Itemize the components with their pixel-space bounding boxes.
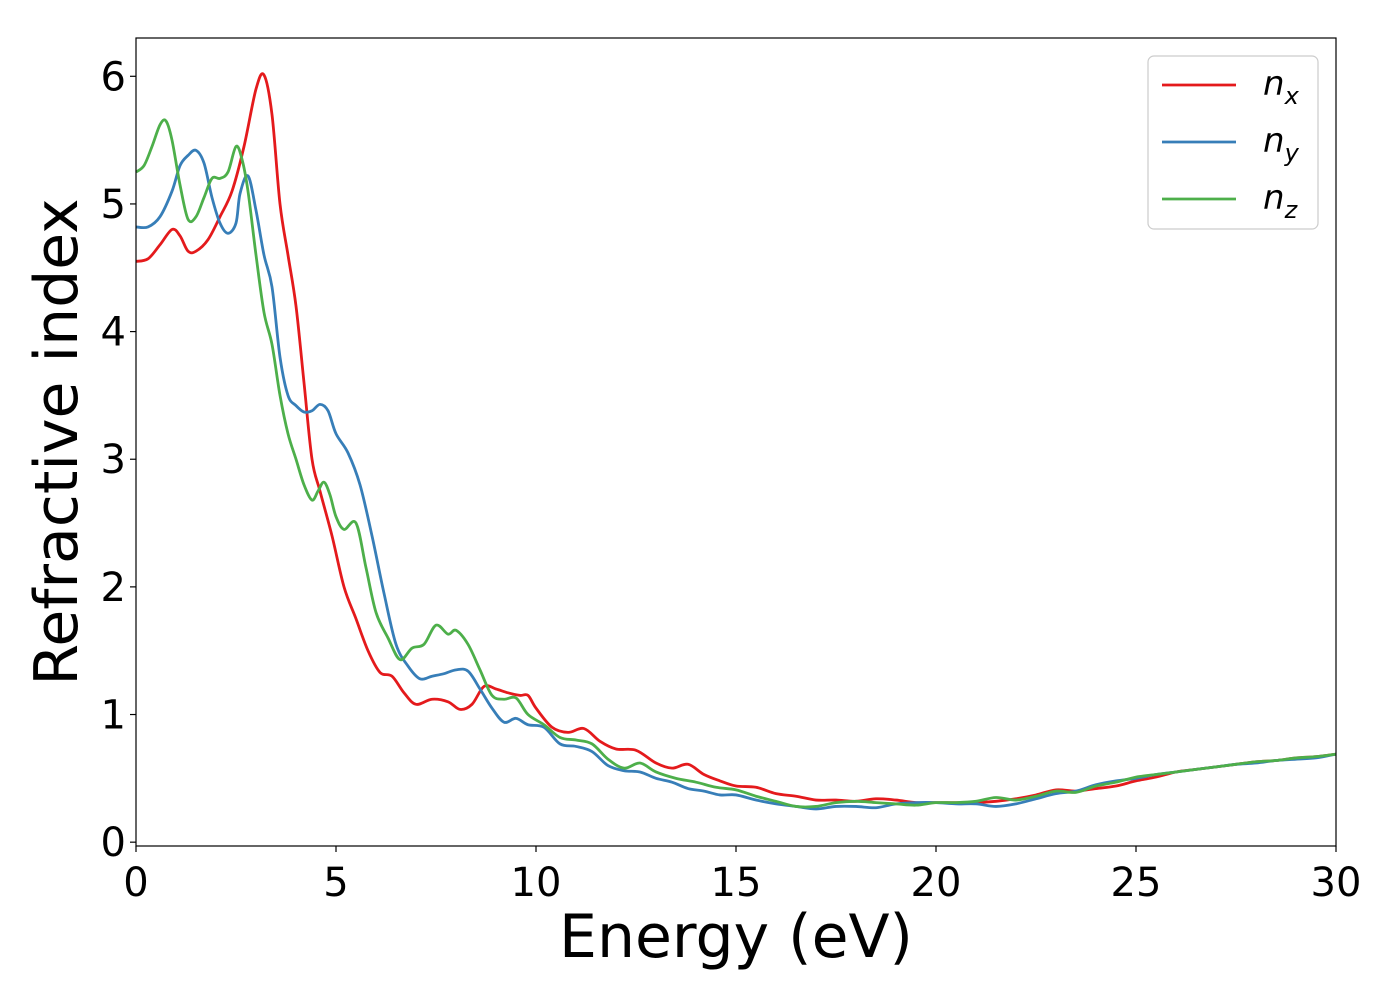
x-tick-label: 10 (511, 860, 562, 906)
series-line-ny (135, 148, 1337, 811)
y-tick-label: 2 (101, 565, 126, 611)
y-tick-label: 3 (101, 437, 126, 483)
y-tick-label: 4 (101, 310, 126, 356)
x-axis-label: Energy (eV) (559, 902, 913, 972)
y-axis-label: Refractive index (22, 198, 92, 685)
legend-label-ny: ny (1263, 121, 1300, 167)
y-tick-label: 6 (101, 54, 126, 100)
x-tick-label: 5 (323, 860, 348, 906)
y-axis-ticks: 0 1 2 3 4 5 6 (101, 54, 136, 866)
x-tick-label: 30 (1311, 860, 1362, 906)
plot-lines (135, 72, 1337, 811)
legend-entries: nx ny nz (1162, 64, 1300, 224)
y-tick-label: 1 (101, 693, 126, 739)
x-tick-label: 25 (1111, 860, 1162, 906)
y-tick-label: 5 (101, 182, 126, 228)
x-tick-label: 15 (711, 860, 762, 906)
x-tick-label: 20 (911, 860, 962, 906)
x-axis-ticks: 0 5 10 15 20 25 30 (123, 846, 1361, 906)
legend: nx ny nz (1147, 55, 1319, 230)
legend-label-nx: nx (1263, 64, 1300, 110)
x-tick-label: 0 (123, 860, 148, 906)
series-line-nz (135, 118, 1337, 809)
y-tick-label: 0 (101, 820, 126, 866)
legend-label-nz: nz (1263, 178, 1299, 224)
